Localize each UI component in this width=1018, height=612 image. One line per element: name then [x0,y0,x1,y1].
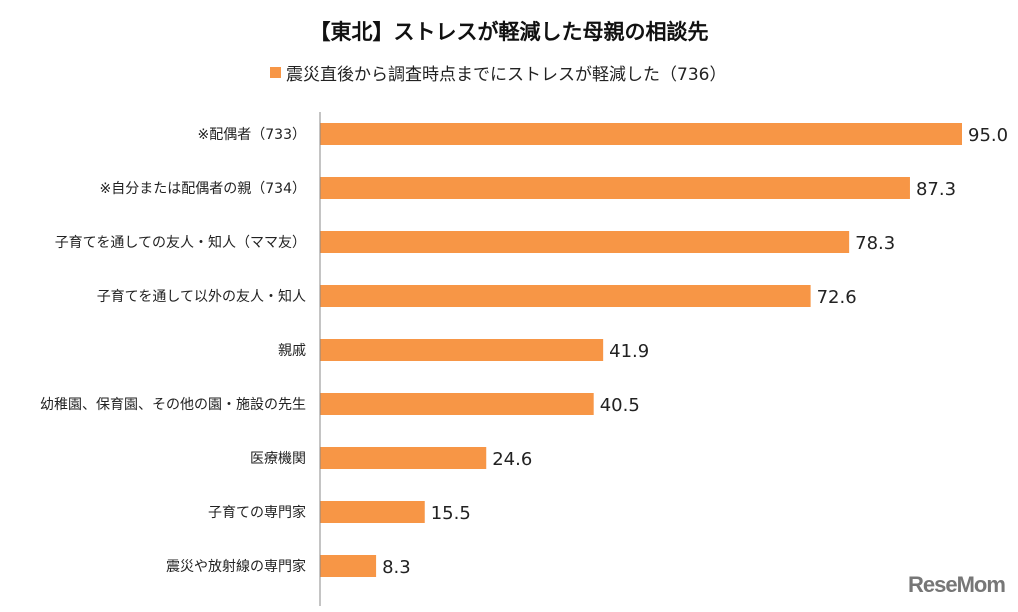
bar [320,501,425,523]
data-label: 41.9 [609,341,649,362]
bar [320,231,850,253]
category-label: 医療機関 [250,450,306,467]
resemom-logo: ReseMom [908,572,1006,597]
data-label: 8.3 [382,557,411,578]
data-label: 15.5 [431,503,471,524]
data-label: 24.6 [492,449,532,470]
data-label: 87.3 [916,179,956,200]
bar [320,177,910,199]
legend: 震災直後から調査時点までにストレスが軽減した（736） [270,60,726,85]
data-label: 95.0 [968,125,1008,146]
data-label: 72.6 [817,287,857,308]
category-label: 親戚 [278,343,306,359]
legend-label: 震災直後から調査時点までにストレスが軽減した（736） [286,65,727,85]
category-label: 震災や放射線の専門家 [166,558,306,575]
category-label: 子育てを通して以外の友人・知人 [97,288,306,305]
chart-title: 【東北】ストレスが軽減した母親の相談先 [309,20,709,44]
bar [320,393,594,415]
data-label: 78.3 [855,233,895,254]
legend-swatch [270,67,281,78]
bar [320,555,377,577]
category-label: 子育てを通しての友人・知人（ママ友） [55,234,306,251]
category-label: ※配偶者（733） [198,127,306,143]
bar [320,447,487,469]
bar [320,339,604,361]
category-label: 幼稚園、保育園、その他の園・施設の先生 [40,397,306,413]
bar [320,123,962,145]
category-label: 子育ての専門家 [208,504,306,521]
category-label: ※自分または配偶者の親（734） [100,181,306,197]
data-label: 40.5 [600,395,640,416]
bar [320,285,811,307]
